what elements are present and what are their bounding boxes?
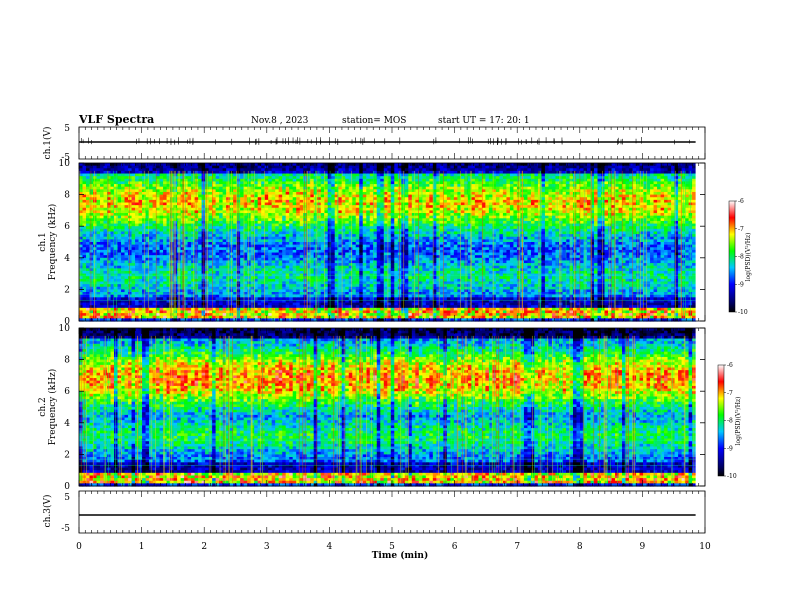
colorbar-tick: -6 [738,198,744,205]
ch1-freq-tick: 4 [64,254,70,264]
time-tick-label: 5 [389,542,395,552]
colorbar-tick: -8 [738,254,744,261]
ch1-spectrogram-heatmap [79,163,705,322]
ch2-freq-tick: 6 [64,387,70,397]
time-tick-label: 9 [640,542,646,552]
time-axis-ticks [78,127,706,533]
time-tick-label: 8 [577,542,583,552]
ch2-freq-tick: 8 [64,356,70,366]
station-label: station= MOS [342,116,406,126]
ch1-freq-tick: 10 [59,159,71,169]
ch3-waveform-ylabel: ch.3(V) [42,495,53,528]
ch1-freq-tick: 8 [64,191,70,201]
ch2-freq-tick: 0 [64,482,70,492]
ch2-spectrogram-heatmap [79,328,705,487]
ch2-freq-tick: 2 [64,450,70,460]
ch2-freq-tick: 4 [64,419,70,429]
time-tick-label: 7 [514,542,520,552]
time-axis-label: Time (min) [372,550,429,561]
colorbar-tick: -7 [727,390,733,397]
time-axis-labels: 0 1 2 3 4 5 6 7 8 9 10 [76,542,711,552]
ch1-ytick-bottom: -5 [61,153,70,163]
start-time-label: start UT = 17: 20: 1 [438,116,530,126]
ch2-colorbar [717,364,725,477]
time-tick-label: 3 [264,542,270,552]
colorbar-tick: -9 [727,445,733,452]
time-tick-label: 1 [139,542,145,552]
ch1-freq-tick: 2 [64,285,70,295]
colorbar-tick: -8 [727,418,733,425]
colorbar-tick: -10 [738,309,748,316]
time-tick-label: 10 [699,542,711,552]
ch1-ytick-top: 5 [64,124,70,134]
colorbar-tick: -6 [727,362,733,369]
ch1-spectrogram-ylabel: ch.1Frequency (kHz) [38,204,58,281]
ch1-waveform-ylabel: ch.1(V) [42,127,53,160]
ch1-colorbar [728,200,736,313]
ch2-spectrogram-ylabel: ch.2Frequency (kHz) [38,369,58,446]
ch3-waveform-panel: 5 -5 ch.3(V) [42,490,706,534]
ch2-freq-tick: 10 [59,324,71,334]
time-tick-label: 0 [76,542,82,552]
figure-title: VLF Spectra [78,113,154,126]
time-tick-label: 4 [327,542,333,552]
ch3-ytick-top: 5 [64,493,70,503]
ch1-freq-tick: 0 [64,317,70,327]
colorbar-tick: -9 [738,281,744,288]
colorbar-tick: -10 [727,473,737,480]
date-label: Nov.8 , 2023 [251,116,309,126]
ch1-colorbar-label: log(PSD)(V²/Hz) [745,233,752,282]
colorbar-tick: -7 [738,226,744,233]
ch1-freq-tick: 6 [64,222,70,232]
ch2-colorbar-label: log(PSD)(V²/Hz) [735,397,742,446]
time-tick-label: 6 [452,542,458,552]
time-tick-label: 2 [201,542,207,552]
ch1-spikes [80,137,690,145]
ch3-ytick-bottom: -5 [61,524,70,534]
